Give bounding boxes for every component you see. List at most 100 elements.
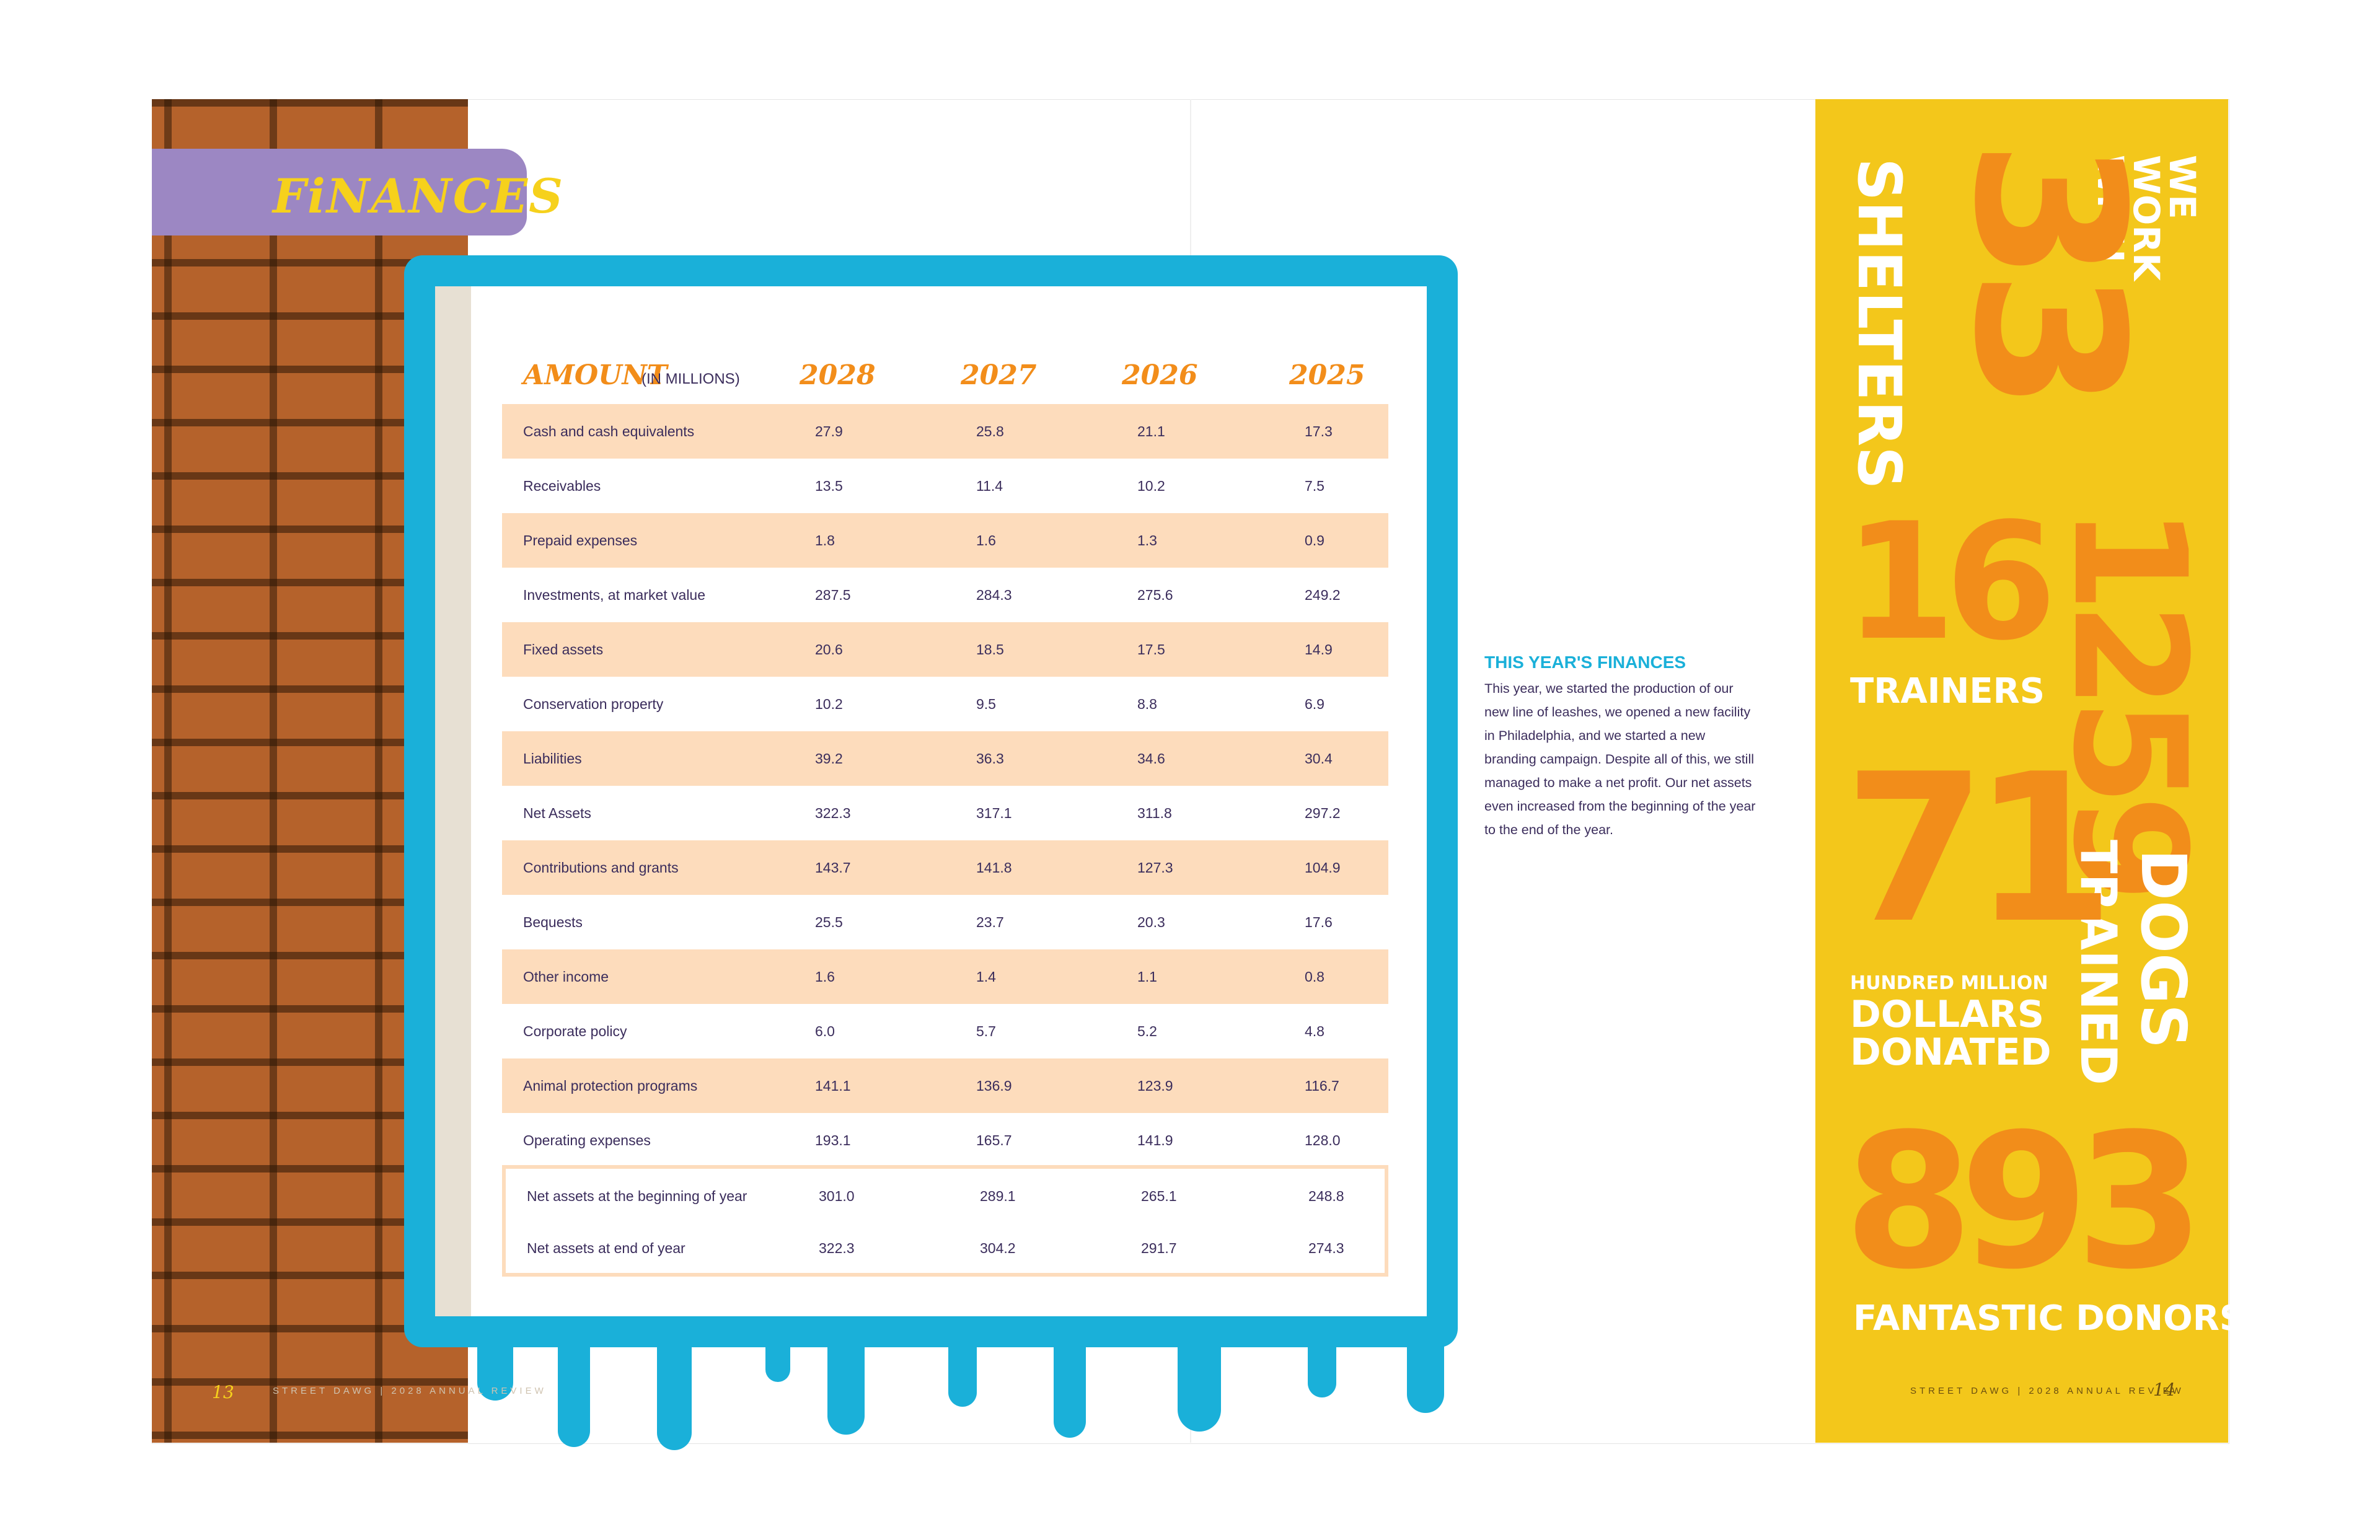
year-header: 2026 (1122, 359, 1198, 391)
cell-value: 1.8 (815, 532, 835, 548)
cell-value: 291.7 (1141, 1240, 1177, 1256)
summary-row: Net assets at end of year 322.3 304.2 29… (506, 1221, 1385, 1275)
cell-value: 141.9 (1137, 1132, 1173, 1148)
year-header: 2027 (961, 359, 1037, 391)
donors-number: 893 (1844, 1094, 2205, 1310)
table-row: Corporate policy 6.0 5.7 5.2 4.8 (502, 1004, 1388, 1058)
row-label: Prepaid expenses (523, 532, 638, 548)
paint-drip (1054, 1339, 1086, 1438)
donors-label: FANTASTIC DONORS (1853, 1298, 2245, 1339)
cell-value: 1.6 (976, 532, 996, 548)
row-label: Net Assets (523, 805, 591, 821)
cell-value: 301.0 (819, 1188, 855, 1204)
cell-value: 17.5 (1137, 641, 1165, 658)
row-label: Corporate policy (523, 1023, 627, 1039)
cell-value: 136.9 (976, 1078, 1012, 1094)
paint-drip (1308, 1339, 1336, 1397)
cell-value: 141.1 (815, 1078, 851, 1094)
cell-value: 34.6 (1137, 750, 1165, 767)
table-row: Receivables 13.5 11.4 10.2 7.5 (502, 459, 1388, 513)
cell-value: 1.6 (815, 969, 835, 985)
trainers-number: 16 (1844, 489, 2057, 676)
paint-drip (1178, 1339, 1221, 1432)
frame-wall-strip (435, 286, 471, 1316)
amount-header: AMOUNT (523, 359, 668, 391)
cell-value: 14.9 (1305, 641, 1333, 658)
row-label: Cash and cash equivalents (523, 423, 695, 439)
paint-drip (558, 1339, 590, 1447)
title-tag (152, 149, 527, 235)
cell-value: 6.0 (815, 1023, 835, 1039)
cell-value: 275.6 (1137, 587, 1173, 603)
row-label: Operating expenses (523, 1132, 651, 1148)
footer-left: STREET DAWG | 2028 ANNUAL REVIEW (273, 1386, 547, 1396)
dollars-small-label: HUNDRED MILLION (1850, 972, 2048, 994)
cell-value: 249.2 (1305, 587, 1341, 603)
section-heading: THIS YEAR'S FINANCES (1484, 653, 1686, 672)
cell-value: 265.1 (1141, 1188, 1177, 1204)
cell-value: 165.7 (976, 1132, 1012, 1148)
cell-value: 143.7 (815, 860, 851, 876)
row-label: Net assets at end of year (527, 1240, 685, 1256)
summary-row: Net assets at the beginning of year 301.… (506, 1169, 1385, 1223)
cell-value: 284.3 (976, 587, 1012, 603)
cell-value: 141.8 (976, 860, 1012, 876)
summary-box: Net assets at the beginning of year 301.… (502, 1165, 1388, 1277)
cell-value: 4.8 (1305, 1023, 1324, 1039)
table-row: Fixed assets 20.6 18.5 17.5 14.9 (502, 622, 1388, 677)
cell-value: 39.2 (815, 750, 843, 767)
footer-right: STREET DAWG | 2028 ANNUAL REVIEW (1910, 1386, 2184, 1396)
row-label: Contributions and grants (523, 860, 679, 876)
row-label: Investments, at market value (523, 587, 706, 603)
cell-value: 317.1 (976, 805, 1012, 821)
cell-value: 30.4 (1305, 750, 1333, 767)
stats-panel (1815, 99, 2228, 1443)
cell-value: 25.8 (976, 423, 1004, 439)
cell-value: 13.5 (815, 478, 843, 494)
cell-value: 311.8 (1137, 805, 1172, 821)
cell-value: 6.9 (1305, 696, 1324, 712)
cell-value: 5.7 (976, 1023, 996, 1039)
cell-value: 20.6 (815, 641, 843, 658)
cell-value: 27.9 (815, 423, 843, 439)
paint-drip (948, 1339, 977, 1407)
cell-value: 1.4 (976, 969, 996, 985)
cell-value: 17.6 (1305, 914, 1333, 930)
year-header: 2028 (800, 359, 876, 391)
section-body: This year, we started the production of … (1484, 681, 1756, 837)
cell-value: 9.5 (976, 696, 996, 712)
year-header: 2025 (1289, 359, 1365, 391)
paint-drip (827, 1339, 865, 1435)
table-row: Cash and cash equivalents 27.9 25.8 21.1… (502, 404, 1388, 459)
cell-value: 104.9 (1305, 860, 1341, 876)
row-label: Conservation property (523, 696, 664, 712)
cell-value: 7.5 (1305, 478, 1324, 494)
cell-value: 36.3 (976, 750, 1004, 767)
table-row: Conservation property 10.2 9.5 8.8 6.9 (502, 677, 1388, 731)
table-row: Other income 1.6 1.4 1.1 0.8 (502, 949, 1388, 1004)
trainers-label: TRAINERS (1850, 671, 2045, 711)
paint-drip (477, 1339, 513, 1401)
row-label: Liabilities (523, 750, 582, 767)
cell-value: 1.1 (1137, 969, 1157, 985)
cell-value: 287.5 (815, 587, 851, 603)
cell-value: 8.8 (1137, 696, 1157, 712)
row-label: Bequests (523, 914, 583, 930)
cell-value: 10.2 (1137, 478, 1165, 494)
page-number-right: 14 (2153, 1379, 2175, 1400)
row-label: Fixed assets (523, 641, 604, 658)
cell-value: 289.1 (980, 1188, 1016, 1204)
page-number-left: 13 (212, 1382, 234, 1402)
cell-value: 23.7 (976, 914, 1004, 930)
cell-value: 5.2 (1137, 1023, 1157, 1039)
cell-value: 0.9 (1305, 532, 1324, 548)
cell-value: 10.2 (815, 696, 843, 712)
table-row: Liabilities 39.2 36.3 34.6 30.4 (502, 731, 1388, 786)
cell-value: 11.4 (976, 478, 1003, 494)
paint-drip (1407, 1339, 1444, 1413)
cell-value: 21.1 (1137, 423, 1165, 439)
paint-drip (765, 1339, 790, 1382)
cell-value: 322.3 (815, 805, 851, 821)
table-row: Contributions and grants 143.7 141.8 127… (502, 840, 1388, 895)
shelters-label: SHELTERS (1844, 158, 1914, 490)
